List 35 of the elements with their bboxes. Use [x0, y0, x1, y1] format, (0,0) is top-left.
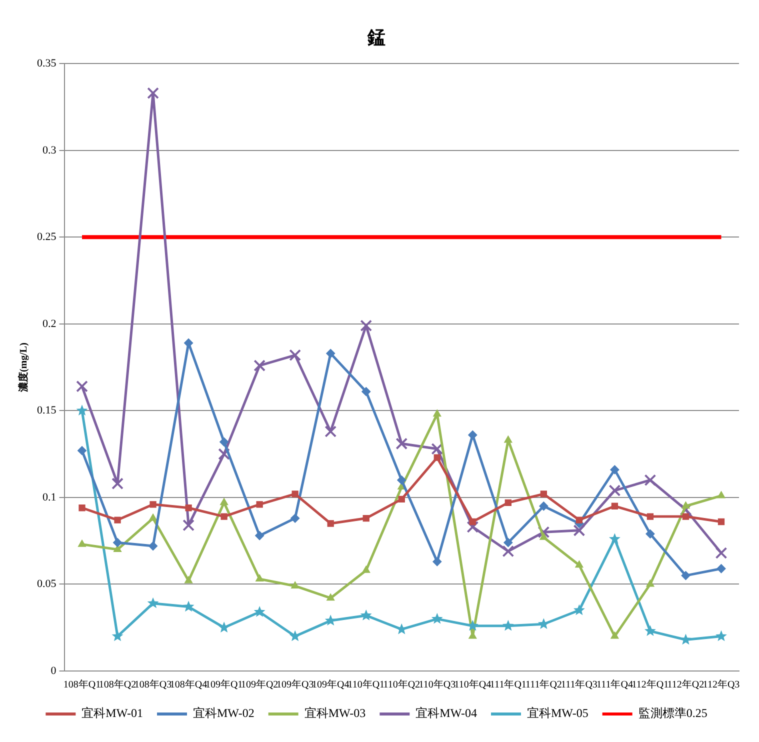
x-tick-label: 108年Q2	[98, 678, 136, 691]
y-tick-label: 0.25	[37, 231, 57, 244]
x-tick-label: 109年Q3	[276, 678, 314, 691]
y-tick-label: 0.15	[37, 404, 57, 417]
x-tick-label: 112年Q1	[632, 678, 669, 691]
x-tick-label: 110年Q3	[418, 678, 456, 691]
y-tick-label: 0.35	[37, 57, 57, 70]
x-tick-label: 108年Q3	[134, 678, 172, 691]
legend-label: 宜科MW-01	[82, 706, 144, 720]
y-tick-label: 0.05	[37, 578, 57, 590]
x-tick-label: 111年Q4	[596, 678, 633, 691]
y-tick-label: 0.3	[42, 144, 57, 156]
x-tick-label: 109年Q2	[240, 678, 278, 691]
x-tick-label: 109年Q4	[312, 678, 350, 691]
x-tick-label: 110年Q1	[348, 678, 385, 691]
x-tick-label: 110年Q4	[454, 678, 492, 691]
legend-label: 宜科MW-03	[304, 706, 366, 720]
x-tick-label: 110年Q2	[383, 678, 420, 691]
legend-label: 宜科MW-02	[193, 706, 254, 720]
chart-title: 錳	[366, 27, 386, 48]
legend-label: 監測標準0.25	[638, 706, 708, 720]
x-tick-label: 108年Q4	[170, 678, 208, 691]
x-tick-label: 108年Q1	[63, 678, 101, 691]
x-tick-label: 111年Q2	[525, 678, 562, 691]
x-tick-label: 112年Q2	[667, 678, 704, 691]
legend-label: 宜科MW-05	[526, 706, 588, 720]
y-axis-title: 濃度(mg/L)	[18, 342, 30, 394]
x-tick-label: 112年Q3	[702, 678, 740, 691]
y-tick-label: 0.1	[42, 491, 56, 504]
x-tick-label: 109年Q1	[205, 678, 243, 691]
x-tick-label: 111年Q3	[560, 678, 598, 691]
y-tick-label: 0	[50, 664, 57, 677]
y-tick-label: 0.2	[42, 318, 56, 330]
x-tick-label: 111年Q1	[490, 678, 526, 691]
legend-label: 宜科MW-04	[416, 706, 478, 720]
